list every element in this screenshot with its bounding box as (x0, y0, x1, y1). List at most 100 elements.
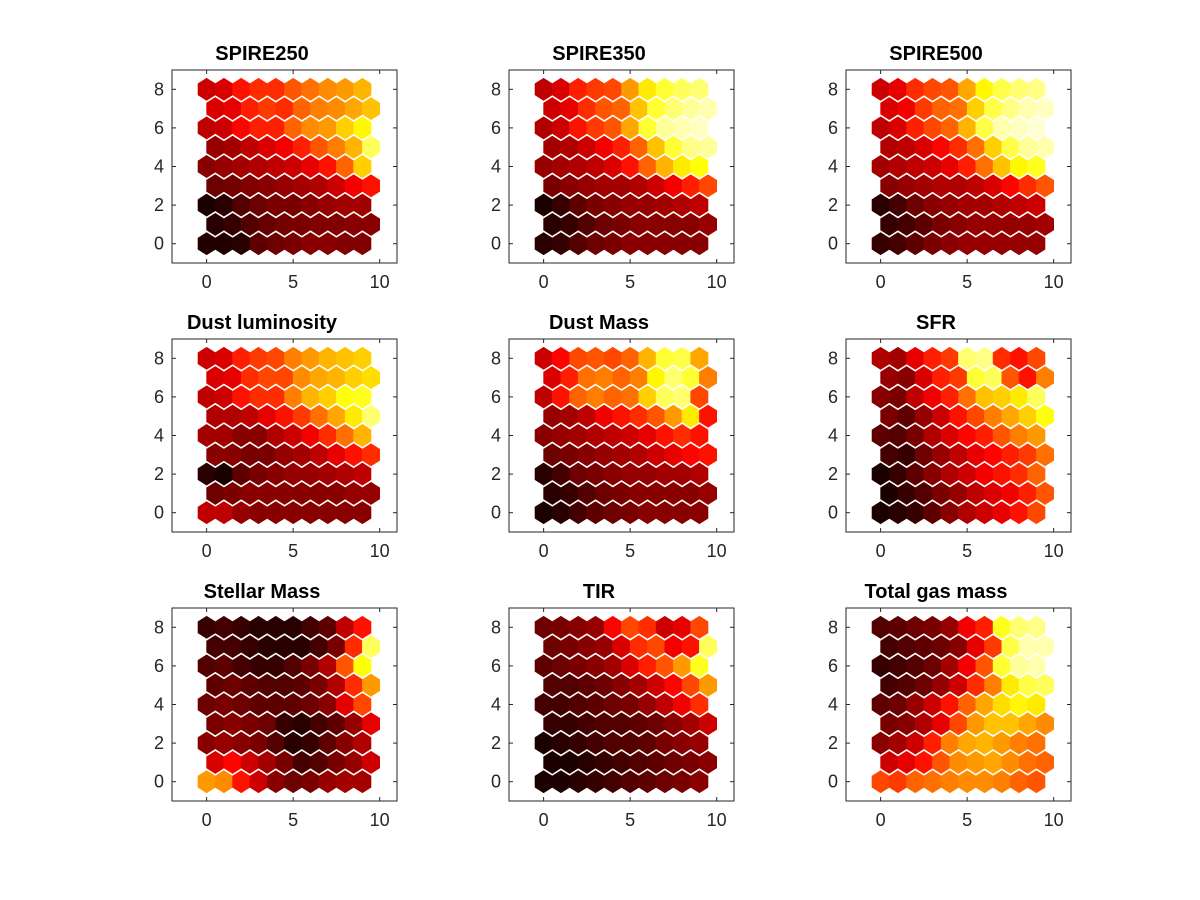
hex-cell (699, 135, 718, 159)
x-tick-label: 0 (202, 810, 212, 830)
hex-cell (336, 116, 355, 140)
hex-cell (888, 654, 907, 678)
x-tick-label: 5 (288, 810, 298, 830)
hex-cell (621, 385, 640, 409)
hex-cell (958, 501, 977, 525)
hex-cell (621, 424, 640, 447)
hex-cell (327, 97, 346, 121)
hex-cell (603, 615, 622, 639)
hex-cell (914, 750, 933, 774)
hex-cell (232, 155, 251, 178)
hex-cell (258, 750, 277, 774)
hex-cell (232, 116, 251, 140)
hex-cell (975, 501, 994, 525)
x-tick-label: 0 (539, 272, 549, 292)
chart-title: Dust luminosity (187, 312, 338, 334)
hex-cell (577, 97, 596, 121)
hex-cell (258, 366, 277, 390)
hex-cell (638, 654, 657, 678)
hex-cell (699, 635, 718, 659)
hex-cell (975, 462, 994, 486)
hex-cell (284, 385, 303, 409)
hex-cell (629, 635, 648, 659)
hex-cell (301, 462, 320, 486)
hex-cell (249, 615, 268, 639)
hex-cell (586, 424, 605, 447)
y-tick-label: 2 (828, 464, 838, 484)
hex-cell (266, 462, 285, 486)
hex-cell (1018, 712, 1037, 736)
hex-cell (577, 404, 596, 428)
hex-cell (897, 212, 916, 236)
hex-cell (353, 193, 372, 217)
y-tick-label: 2 (154, 464, 164, 484)
hex-cell (543, 135, 562, 159)
hex-cell (906, 232, 925, 256)
hex-cell (353, 654, 372, 678)
hex-cell (914, 481, 933, 505)
hex-cell (569, 424, 588, 447)
hex-cell (940, 77, 959, 101)
hex-cell (318, 693, 337, 716)
hex-cell (249, 346, 268, 370)
hex-cell (664, 481, 683, 505)
hex-cell (647, 712, 666, 736)
hex-cell (223, 174, 242, 198)
hex-cell (1001, 97, 1020, 121)
hex-cell (266, 193, 285, 217)
y-tick-label: 6 (828, 118, 838, 138)
hex-cell (577, 712, 596, 736)
hex-cell (215, 155, 233, 178)
y-tick-label: 4 (154, 426, 164, 446)
hex-cell (1010, 385, 1028, 409)
hex-cell (292, 366, 311, 390)
hex-cell (551, 615, 570, 639)
hex-cell (344, 212, 363, 236)
hex-cell (699, 174, 718, 198)
hex-cell (318, 462, 337, 486)
hex-cell (992, 693, 1011, 716)
hex-cell (984, 366, 1003, 390)
hex-cell (621, 693, 640, 716)
hex-cell (560, 443, 579, 467)
hex-cell (197, 155, 216, 178)
hex-cell (932, 174, 951, 198)
hex-cell (655, 462, 674, 486)
hex-cell (318, 385, 337, 409)
hex-cell (197, 346, 216, 370)
hex-cell (336, 232, 355, 256)
chart-panel: 0 5 10 0 2 4 6 8 SPIRE250 (154, 43, 398, 292)
hex-cell (923, 77, 942, 101)
hex-cell (336, 155, 355, 178)
hex-cell (923, 116, 942, 140)
hex-cell (966, 750, 985, 774)
hex-cell (284, 693, 303, 716)
hex-cell (1001, 635, 1020, 659)
y-tick-label: 4 (491, 426, 501, 446)
hex-cell (595, 404, 614, 428)
hex-cell (690, 193, 709, 217)
hex-cell (249, 501, 268, 525)
hex-cell (914, 135, 933, 159)
hex-cell (336, 615, 355, 639)
hex-cell (534, 654, 553, 678)
y-tick-label: 8 (154, 617, 164, 637)
hex-cell (240, 97, 259, 121)
y-tick-label: 0 (828, 503, 838, 523)
hex-cell (699, 712, 718, 736)
hex-cell (958, 346, 977, 370)
hex-cell (1010, 615, 1028, 639)
hex-cell (655, 693, 674, 716)
hex-cell (966, 97, 985, 121)
hex-cell (638, 116, 657, 140)
chart-title: Dust Mass (549, 312, 649, 334)
y-tick-label: 4 (828, 157, 838, 177)
hex-cell (327, 750, 346, 774)
hex-cell (673, 462, 692, 486)
hex-cell (197, 193, 216, 217)
hex-cell (940, 424, 959, 447)
hex-cell (569, 116, 588, 140)
hex-cell (906, 501, 925, 525)
hex-cell (301, 731, 320, 755)
hex-cell (949, 712, 968, 736)
